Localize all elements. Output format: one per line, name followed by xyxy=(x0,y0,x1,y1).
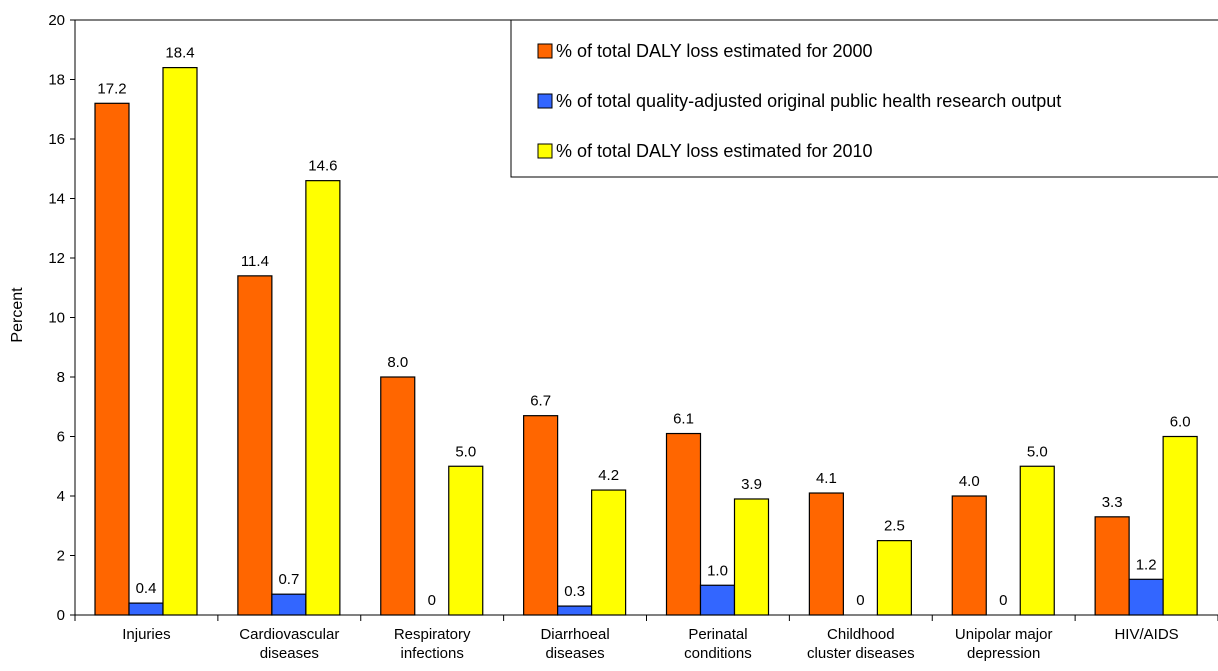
data-label: 1.2 xyxy=(1136,556,1157,573)
x-category-label: Perinatal conditions xyxy=(684,626,752,662)
bar xyxy=(305,180,341,616)
data-label: 14.6 xyxy=(308,158,337,175)
y-tick-label: 20 xyxy=(48,12,65,29)
bar xyxy=(1019,465,1055,616)
data-label: 18.4 xyxy=(165,45,194,62)
data-label: 0 xyxy=(999,592,1007,609)
bar xyxy=(1094,516,1130,616)
data-label: 1.0 xyxy=(707,562,728,579)
legend-box xyxy=(510,19,1218,178)
axes: 0 2 4 6 8 10 12 14 16 18 20 Injuries Cardiovascular d… xyxy=(48,12,1218,662)
bar xyxy=(951,495,987,616)
y-tick-label: 16 xyxy=(48,131,65,148)
bar xyxy=(1128,578,1164,616)
data-label: 0 xyxy=(856,592,864,609)
data-label: 0.4 xyxy=(136,580,157,597)
legend-swatch xyxy=(537,143,553,159)
y-tick-label: 12 xyxy=(48,250,65,267)
bar xyxy=(808,492,844,616)
y-tick-label: 6 xyxy=(57,429,65,446)
y-tick-label: 0 xyxy=(57,607,65,624)
bar xyxy=(237,275,273,616)
y-tick-label: 14 xyxy=(48,191,65,208)
data-label: 6.1 xyxy=(673,411,694,428)
legend-label: % of total DALY loss estimated for 2000 xyxy=(556,41,873,61)
x-category-label-line: depression xyxy=(967,645,1040,662)
x-category-label: Respiratory infections xyxy=(394,626,471,662)
legend-swatch xyxy=(537,93,553,109)
x-category-label-line: Injuries xyxy=(122,626,170,643)
x-category-label: Unipolar major depression xyxy=(955,626,1053,662)
legend-swatch xyxy=(537,43,553,59)
bar xyxy=(128,602,164,616)
x-category-label: Diarrhoeal diseases xyxy=(540,626,609,662)
x-category-label-line: diseases xyxy=(545,645,604,662)
x-category-label-line: Respiratory xyxy=(394,626,471,643)
data-label: 4.1 xyxy=(816,470,837,487)
x-category-label-line: Cardiovascular xyxy=(239,626,339,643)
data-label: 0.7 xyxy=(278,571,299,588)
x-category-label-line: Unipolar major xyxy=(955,626,1053,643)
bar xyxy=(699,584,736,616)
data-label: 0.3 xyxy=(564,583,585,600)
data-label: 5.0 xyxy=(1027,443,1048,460)
bars xyxy=(94,66,1198,616)
bar xyxy=(1162,435,1198,616)
data-label: 3.9 xyxy=(741,476,762,493)
data-label: 5.0 xyxy=(455,443,476,460)
data-label: 17.2 xyxy=(97,80,126,97)
data-label: 8.0 xyxy=(387,354,408,371)
y-tick-label: 4 xyxy=(57,488,65,505)
x-category-label: Injuries xyxy=(122,626,170,643)
y-tick-label: 10 xyxy=(48,310,65,327)
bar xyxy=(876,540,912,616)
data-label: 11.4 xyxy=(241,253,269,270)
bar xyxy=(591,489,627,616)
data-labels: 17.2 11.4 8.0 6.7 6.1 4.1 4.0 3.3 0.4 0.7 0 0.3 1.0 0… xyxy=(97,45,1190,609)
bar xyxy=(557,605,593,616)
data-label: 0 xyxy=(428,592,436,609)
data-label: 3.3 xyxy=(1102,494,1123,511)
data-label: 4.0 xyxy=(959,473,980,490)
x-category-label: Cardiovascular diseases xyxy=(239,626,339,662)
x-category-label: Childhood cluster diseases xyxy=(807,626,915,662)
x-category-label-line: cluster diseases xyxy=(807,645,915,662)
legend-label: % of total quality-adjusted original pub… xyxy=(556,91,1061,111)
x-category-label-line: Diarrhoeal xyxy=(540,626,609,643)
x-category-label: HIV/AIDS xyxy=(1114,626,1178,643)
x-category-label-line: HIV/AIDS xyxy=(1114,626,1178,643)
data-label: 6.0 xyxy=(1170,414,1191,431)
x-category-label-line: conditions xyxy=(684,645,752,662)
data-label: 4.2 xyxy=(598,467,619,484)
bar xyxy=(448,465,484,616)
bar xyxy=(665,432,702,616)
bar xyxy=(94,102,130,616)
y-axis-title: Percent xyxy=(9,287,26,343)
x-category-label-line: diseases xyxy=(260,645,319,662)
legend: % of total DALY loss estimated for 2000%… xyxy=(510,19,1218,178)
data-label: 2.5 xyxy=(884,518,905,535)
x-category-label-line: infections xyxy=(401,645,464,662)
bar xyxy=(162,66,198,616)
bar xyxy=(271,593,307,616)
bar xyxy=(733,498,770,616)
y-tick-label: 2 xyxy=(57,548,65,565)
bar xyxy=(523,415,559,616)
bar xyxy=(380,376,416,616)
x-category-label-line: Childhood xyxy=(827,626,895,643)
y-tick-label: 8 xyxy=(57,369,65,386)
legend-label: % of total DALY loss estimated for 2010 xyxy=(556,141,873,161)
data-label: 6.7 xyxy=(530,393,551,410)
x-category-label-line: Perinatal xyxy=(688,626,747,643)
y-tick-label: 18 xyxy=(48,72,65,89)
